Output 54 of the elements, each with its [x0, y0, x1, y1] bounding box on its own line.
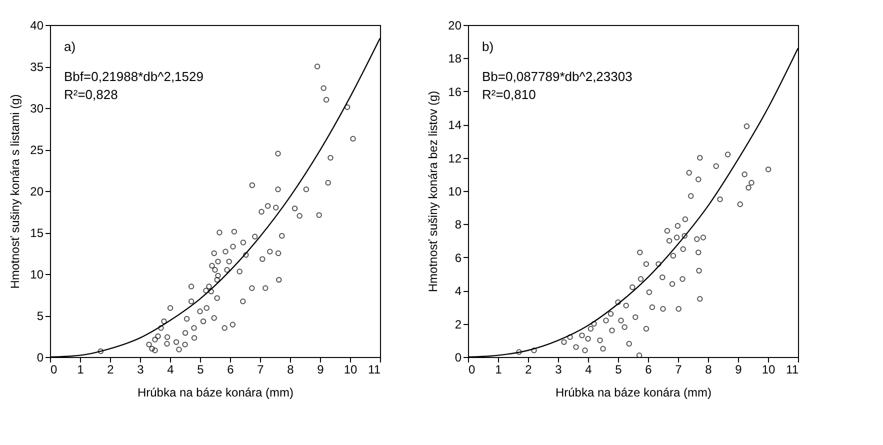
y-tick-label: 18	[448, 52, 462, 66]
x-tick-label: 2	[525, 362, 532, 376]
annotation: R²=0,828	[64, 87, 118, 102]
x-tick-label: 5	[197, 362, 204, 376]
x-tick-label: 4	[167, 362, 174, 376]
y-tick-label: 8	[454, 218, 462, 232]
y-tick-label: 2	[454, 317, 462, 332]
x-tick-label: 8	[705, 362, 712, 376]
x-axis-title: Hrúbka na báze konára (mm)	[555, 386, 712, 400]
x-tick-label: 9	[317, 362, 324, 376]
x-tick-label: 10	[762, 362, 776, 376]
y-tick-label: 0	[36, 350, 44, 364]
x-tick-label: 7	[257, 362, 264, 376]
y-tick-label: 35	[30, 60, 44, 74]
y-tick-label: 12	[448, 151, 462, 166]
y-tick-label: 16	[448, 84, 462, 99]
x-tick-label: 3	[137, 362, 144, 376]
y-tick-label: 15	[30, 226, 44, 240]
y-tick-label: 30	[30, 102, 44, 116]
annotation: R²=0,810	[482, 87, 536, 102]
x-tick-label: 5	[615, 362, 622, 376]
x-tick-label: 0	[50, 362, 58, 376]
x-tick-label: 1	[77, 362, 84, 376]
x-axis-title: Hrúbka na báze konára (mm)	[137, 386, 294, 400]
x-tick-label: 7	[675, 362, 682, 376]
x-tick-label: 8	[287, 362, 294, 376]
x-tick-label: 9	[735, 362, 742, 376]
y-tick-label: 4	[454, 284, 462, 298]
y-axis-title: Hmotnosť sušiny konára s listami (g)	[8, 94, 22, 289]
x-tick-label: 2	[107, 362, 114, 376]
x-tick-label: 6	[227, 362, 234, 376]
annotation: Bb=0,087789*db^2,23303	[482, 69, 632, 84]
y-tick-label: 5	[36, 309, 44, 323]
y-tick-label: 14	[448, 118, 462, 132]
x-tick-label: 10	[344, 362, 358, 376]
y-tick-label: 40	[30, 18, 44, 32]
y-tick-label: 6	[454, 250, 462, 265]
x-tick-label: 4	[585, 362, 592, 376]
y-tick-label: 20	[448, 18, 462, 32]
y-tick-label: 20	[30, 184, 44, 198]
y-tick-label: 25	[30, 143, 44, 157]
y-tick-label: 10	[30, 268, 44, 282]
x-tick-label: 6	[645, 362, 652, 376]
annotation: b)	[482, 39, 494, 54]
x-tick-label: 11	[786, 362, 799, 376]
x-tick-label: 11	[368, 362, 381, 376]
y-tick-label: 10	[448, 184, 462, 198]
x-tick-label: 3	[555, 362, 562, 376]
x-tick-label: 0	[468, 362, 476, 376]
x-tick-label: 1	[495, 362, 502, 376]
annotation: a)	[64, 39, 76, 54]
y-axis-title: Hmotnosť sušiny konára bez listov (g)	[426, 90, 440, 292]
annotation: Bbf=0,21988*db^2,1529	[64, 69, 204, 84]
y-tick-label: 0	[454, 350, 462, 364]
